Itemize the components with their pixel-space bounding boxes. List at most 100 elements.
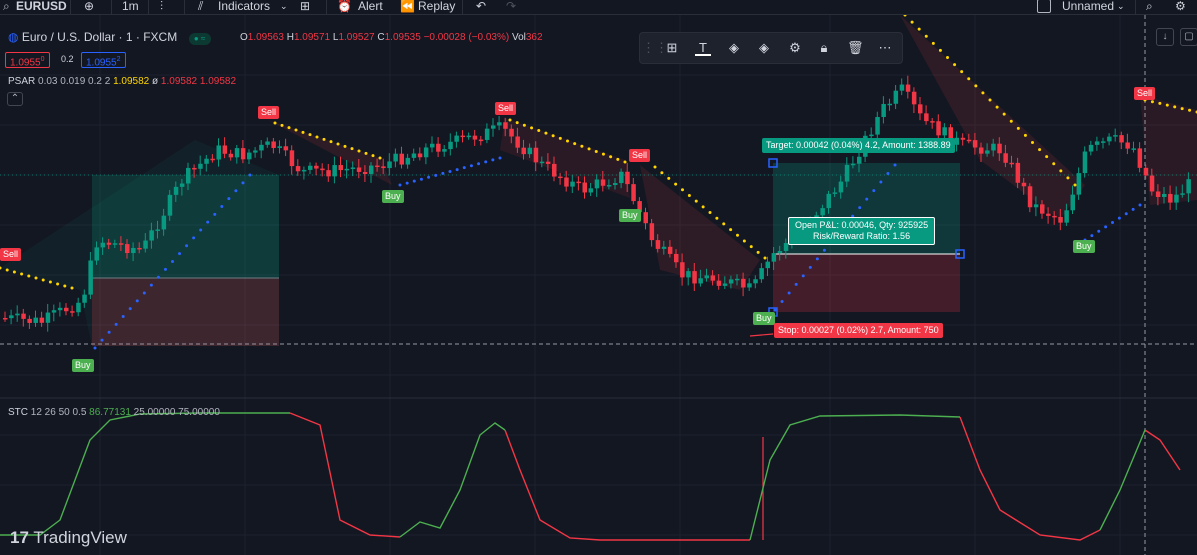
psar-dot <box>609 155 613 159</box>
drawing-toolbar: ⋮⋮ ⊞ T ◈ ◈ ⚙ 🔒︎ 🗑︎ ⋯ <box>639 32 903 64</box>
stc-line-rising <box>0 412 290 536</box>
sell-price-button[interactable]: 1.09550 <box>5 52 50 68</box>
undo-icon[interactable]: ↶ <box>476 0 487 13</box>
symbol-legend[interactable]: ◍ Euro / U.S. Dollar · 1 · FXCM ● ≈ <box>8 30 211 45</box>
alert-icon[interactable]: ⏰ <box>337 0 352 13</box>
sell-signal: Sell <box>0 248 22 261</box>
stc-legend[interactable]: STC 12 26 50 0.5 86.77131 25.00000 75.00… <box>8 407 220 418</box>
psar-dot <box>41 278 45 282</box>
compare-add-icon[interactable]: ⊕ <box>84 0 95 13</box>
template-icon[interactable]: ⊞ <box>666 40 678 55</box>
candle-body <box>875 117 880 135</box>
psar-dot <box>1131 207 1135 211</box>
stc-line-rising <box>1099 429 1146 531</box>
candle-body <box>1174 194 1179 203</box>
buy-signal: Buy <box>753 312 775 325</box>
candle-body <box>137 247 142 250</box>
psar-legend[interactable]: PSAR 0.03 0.019 0.2 2 1.09582 ø 1.09582 … <box>8 76 236 87</box>
candle-body <box>570 181 575 187</box>
candle-body <box>1040 204 1045 214</box>
position-pl-box[interactable]: Open P&L: 0.00046, Qty: 925925 Risk/Rewa… <box>788 217 936 245</box>
candle-body <box>716 280 722 286</box>
psar-dot <box>1059 169 1063 173</box>
replay-icon[interactable]: ⏪ <box>400 0 415 13</box>
psar-dot <box>405 181 409 185</box>
layout-name[interactable]: Unnamed <box>1062 0 1115 13</box>
candle-body <box>1052 215 1057 218</box>
stc-value: 86.77131 <box>89 407 131 418</box>
candle-body <box>631 184 636 202</box>
psar-dot <box>879 180 883 184</box>
symbol-button[interactable]: EURUSD <box>16 0 67 13</box>
indicators-button[interactable]: Indicators <box>218 0 271 13</box>
candle-body <box>1149 175 1155 192</box>
candle-body <box>698 278 703 284</box>
candle-body <box>106 242 112 245</box>
open-label: O <box>240 32 248 43</box>
layout-chevron-icon[interactable]: ⌄ <box>1117 1 1125 11</box>
psar-dot <box>808 265 812 269</box>
psar-dot <box>322 137 326 141</box>
candle-body <box>448 141 453 150</box>
candle-body <box>21 313 26 319</box>
candle-body <box>838 181 844 193</box>
maximize-pane-button[interactable]: ▢ <box>1180 28 1197 46</box>
text-color-icon[interactable]: T <box>695 40 711 56</box>
interval-button[interactable]: 1m <box>122 0 139 13</box>
candle-body <box>887 103 892 106</box>
candle-body <box>735 278 740 281</box>
psar-dot <box>128 307 132 311</box>
layouts-grid-icon[interactable]: ⊞ <box>300 0 311 13</box>
more-icon[interactable]: ⋯ <box>878 40 892 55</box>
line-color-icon[interactable]: ◈ <box>759 40 769 55</box>
candle-body <box>466 135 472 138</box>
chart-type-candles-icon[interactable]: ⫶ <box>160 0 164 13</box>
long-position-loss-zone <box>92 278 279 346</box>
replay-button[interactable]: Replay <box>418 0 456 13</box>
psar-dot <box>1023 133 1027 137</box>
psar-trend-fill <box>640 165 760 290</box>
settings-icon[interactable]: ⚙ <box>789 40 801 55</box>
collapse-legend-button[interactable]: ⌃ <box>7 92 23 106</box>
templates-chevron-icon[interactable]: ⌄ <box>280 1 288 11</box>
indicators-icon[interactable]: ⫽ <box>198 0 204 13</box>
position-stop-label[interactable]: Stop: 0.00027 (0.02%) 2.7, Amount: 750 <box>774 323 943 338</box>
layout-checkbox[interactable] <box>1037 0 1051 13</box>
sell-signal: Sell <box>629 149 651 162</box>
candle-body <box>1003 153 1008 163</box>
quick-search-icon[interactable]: ⌕ <box>1146 0 1153 13</box>
lock-icon[interactable]: 🔒︎ <box>820 40 828 55</box>
delete-icon[interactable]: 🗑︎ <box>847 40 864 55</box>
sell-signal: Sell <box>1134 87 1156 100</box>
position-handle[interactable] <box>955 249 965 259</box>
close-value: 1.09535 <box>384 32 421 43</box>
candle-body <box>564 177 569 187</box>
position-target-label[interactable]: Target: 0.00042 (0.04%) 4.2, Amount: 138… <box>762 138 955 153</box>
chart-canvas[interactable] <box>0 15 1197 555</box>
fill-color-icon[interactable]: ◈ <box>729 40 739 55</box>
candle-body <box>1125 142 1130 149</box>
psar-dot <box>1090 234 1094 238</box>
candle-body <box>289 150 295 167</box>
psar-dot <box>967 77 971 81</box>
candle-body <box>228 153 234 158</box>
candle-body <box>277 146 282 148</box>
drag-handle-icon[interactable]: ⋮⋮ <box>642 40 668 55</box>
top-toolbar: ⌕ EURUSD ⊕ 1m ⫶ ⫽ Indicators ⌄ ⊞ ⏰ Alert… <box>0 0 1197 15</box>
candle-body <box>283 146 289 151</box>
position-handle[interactable] <box>768 158 778 168</box>
symbol-search-icon[interactable]: ⌕ <box>3 0 10 13</box>
settings-icon[interactable]: ⚙ <box>1175 0 1186 13</box>
candle-body <box>1064 210 1069 223</box>
scroll-down-button[interactable]: ↓ <box>1156 28 1174 46</box>
buy-price-button[interactable]: 1.09552 <box>81 52 126 68</box>
redo-icon[interactable]: ↷ <box>506 0 517 13</box>
psar-dot <box>234 189 238 193</box>
grid-lines <box>0 15 1197 555</box>
market-status-icon[interactable]: ● ≈ <box>188 33 211 45</box>
alert-button[interactable]: Alert <box>358 0 383 13</box>
psar-dot <box>653 165 657 169</box>
tradingview-logo[interactable]: 17 TradingView <box>10 528 127 548</box>
candle-body <box>539 161 545 164</box>
psar-dot <box>1066 176 1070 180</box>
